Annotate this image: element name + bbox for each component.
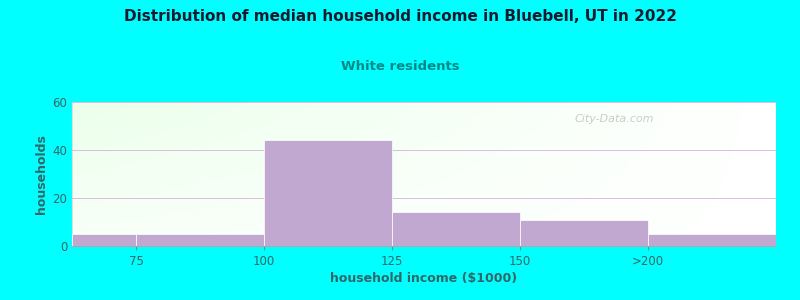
Text: City-Data.com: City-Data.com (574, 114, 654, 124)
Bar (648, 234, 776, 246)
Bar (72, 234, 136, 246)
Y-axis label: households: households (35, 134, 48, 214)
Text: Distribution of median household income in Bluebell, UT in 2022: Distribution of median household income … (123, 9, 677, 24)
Text: White residents: White residents (341, 60, 459, 73)
Bar (264, 140, 392, 246)
Bar (520, 220, 648, 246)
X-axis label: household income ($1000): household income ($1000) (330, 272, 518, 285)
Bar (392, 212, 520, 246)
Bar (136, 234, 264, 246)
